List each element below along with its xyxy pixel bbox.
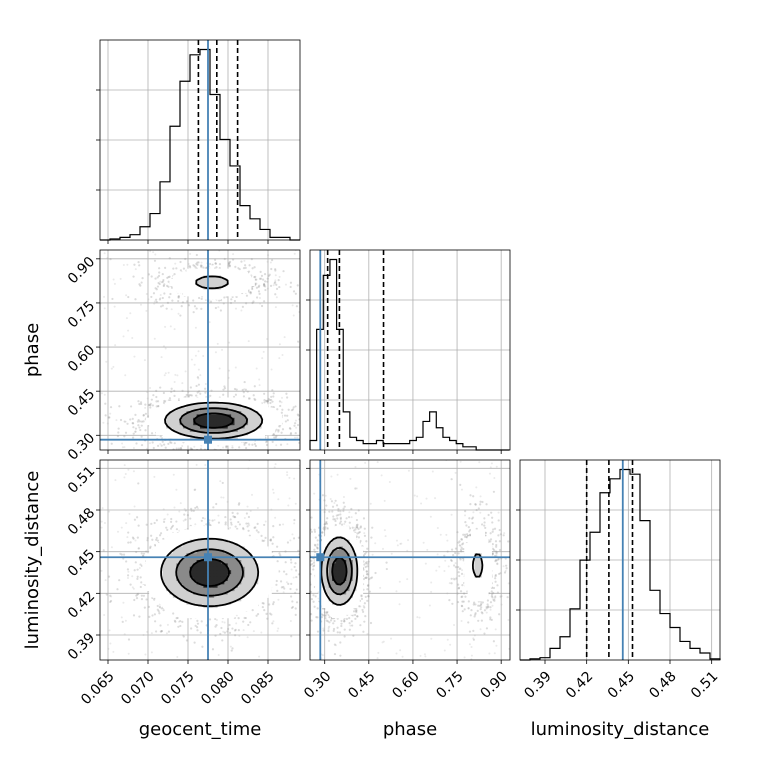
axis-label-phase-3: phase — [22, 323, 43, 377]
contour-line-0 — [160, 537, 260, 608]
xtick-label-geocent_time-2: 0.075 — [158, 668, 198, 708]
xtick-label-phase-2: 0.60 — [389, 668, 422, 701]
xtick-label-luminosity_distance-1: 0.42 — [563, 668, 596, 701]
axis-label-luminosity_distance-2: luminosity_distance — [531, 719, 710, 740]
hist-geocent_time — [96, 39, 301, 241]
hist-step-phase — [309, 258, 510, 451]
ytick-label-luminosity_distance-0: 0.39 — [65, 630, 98, 663]
axis-label-luminosity_distance-4: luminosity_distance — [22, 471, 43, 650]
hist-luminosity_distance — [516, 459, 721, 661]
ytick-label-phase-3: 0.75 — [65, 298, 98, 331]
ytick-label-luminosity_distance-4: 0.51 — [65, 463, 98, 496]
xtick-label-luminosity_distance-0: 0.39 — [521, 668, 554, 701]
contour-line-2 — [193, 412, 234, 429]
ytick-label-luminosity_distance-3: 0.48 — [65, 505, 98, 538]
xtick-label-luminosity_distance-3: 0.48 — [646, 668, 679, 701]
contour-line-0 — [164, 275, 264, 440]
ytick-label-phase-1: 0.45 — [65, 386, 98, 419]
xtick-label-phase-0: 0.30 — [301, 668, 334, 701]
axis-label-phase-1: phase — [383, 719, 437, 740]
ytick-label-phase-2: 0.60 — [65, 342, 98, 375]
xtick-label-geocent_time-1: 0.070 — [118, 668, 158, 708]
panel-luminosity_distance_vs_phase — [309, 459, 511, 661]
axis-label-geocent_time-0: geocent_time — [139, 719, 262, 740]
contour-line-1 — [326, 547, 353, 596]
hist-phase — [306, 249, 511, 451]
xtick-label-geocent_time-0: 0.065 — [78, 668, 118, 708]
ytick-label-luminosity_distance-2: 0.45 — [65, 547, 98, 580]
contour-line-1 — [175, 548, 244, 597]
xtick-label-geocent_time-4: 0.085 — [238, 668, 278, 708]
xtick-label-phase-3: 0.75 — [433, 668, 466, 701]
xtick-label-luminosity_distance-4: 0.51 — [688, 668, 721, 701]
xtick-label-phase-4: 0.90 — [478, 668, 511, 701]
contour-line-1 — [179, 407, 248, 434]
hist-step-luminosity_distance — [520, 468, 721, 661]
xtick-label-geocent_time-3: 0.080 — [198, 668, 238, 708]
ytick-label-luminosity_distance-1: 0.42 — [65, 588, 98, 621]
xtick-label-phase-1: 0.45 — [345, 668, 378, 701]
ytick-label-phase-4: 0.90 — [65, 254, 98, 287]
xtick-label-luminosity_distance-2: 0.45 — [605, 668, 638, 701]
truth-marker-luminosity_distance_vs_phase — [316, 553, 325, 562]
hist-step-geocent_time — [100, 48, 300, 241]
truth-marker-luminosity_distance_vs_geocent_time — [204, 553, 212, 562]
ytick-label-phase-0: 0.30 — [65, 430, 98, 463]
panel-phase_vs_geocent_time — [99, 249, 301, 451]
panel-luminosity_distance_vs_geocent_time — [99, 459, 301, 661]
truth-marker-phase_vs_geocent_time — [204, 435, 212, 444]
